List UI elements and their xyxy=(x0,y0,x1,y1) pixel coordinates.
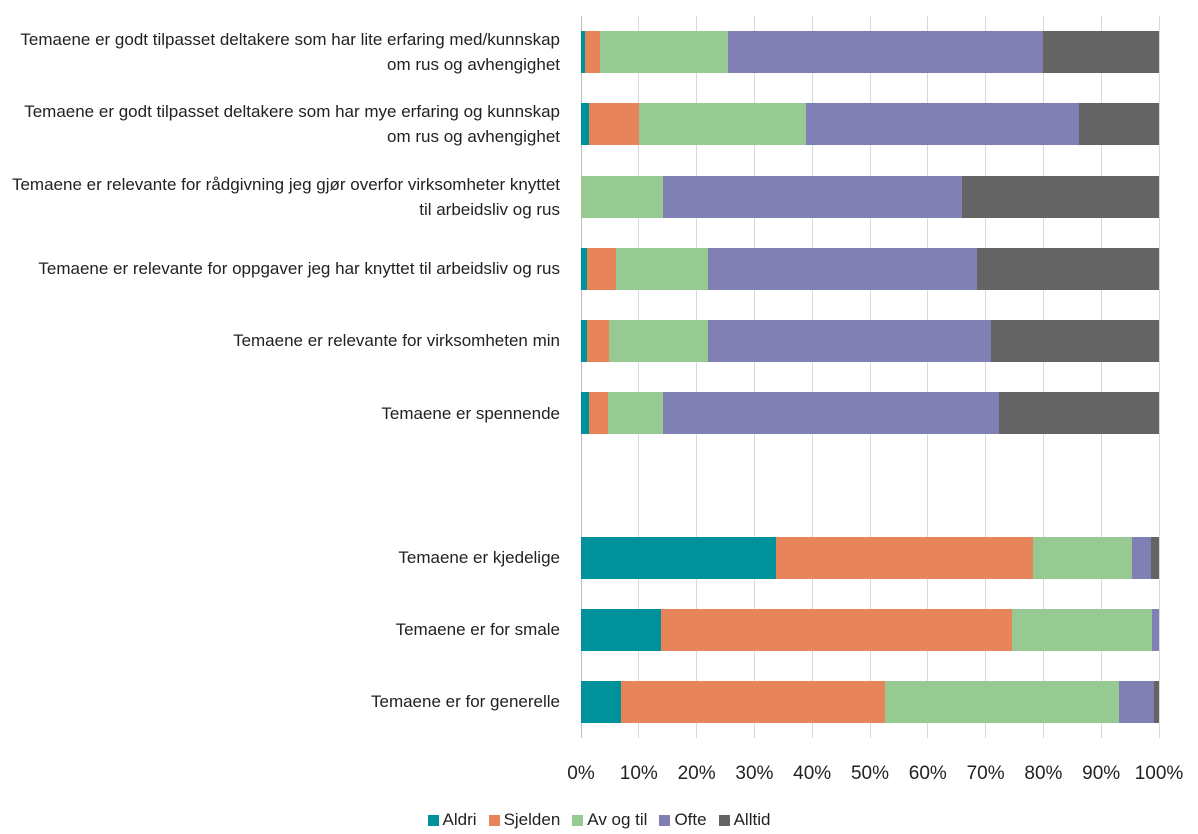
bar-segment xyxy=(581,392,590,435)
x-tick-label: 80% xyxy=(1024,763,1063,784)
bar-segment xyxy=(1119,680,1154,723)
bar-segment xyxy=(1032,536,1132,579)
x-tick-label: 60% xyxy=(908,763,947,784)
bar-segment xyxy=(991,319,1159,362)
grid-line xyxy=(753,16,755,738)
legend-swatch xyxy=(427,814,439,826)
bar-segment xyxy=(581,608,661,651)
bar-segment xyxy=(589,103,639,146)
y-tick-label: Temaene er kjedelige xyxy=(398,548,560,567)
bar-segment xyxy=(885,680,1120,723)
bar-segment xyxy=(589,392,609,435)
y-tick-label: Temaene er for smale xyxy=(395,620,560,640)
legend-label: Alltid xyxy=(733,810,771,829)
legend-item: Sjelden xyxy=(488,810,561,830)
grid-line xyxy=(1158,16,1160,738)
legend-label: Av og til xyxy=(587,810,648,829)
grid-line xyxy=(811,16,813,738)
grid-line xyxy=(927,16,929,738)
bar-segment xyxy=(976,247,1159,290)
legend-swatch xyxy=(572,814,584,826)
legend-swatch xyxy=(659,814,671,826)
bar-segment xyxy=(638,103,806,146)
bar-segment xyxy=(663,175,962,218)
bar-segment xyxy=(1153,680,1159,723)
bar-segment xyxy=(708,247,977,290)
grid-line xyxy=(985,16,987,738)
bar-segment xyxy=(581,247,587,290)
bar-segment xyxy=(775,536,1033,579)
bar-segment xyxy=(585,31,601,74)
legend: Aldri Sjelden Av og til Ofte Alltid xyxy=(0,810,1198,830)
x-tick-label: 20% xyxy=(677,763,716,784)
bar-segment xyxy=(1152,608,1159,651)
bar-segment xyxy=(663,392,999,435)
x-tick-label: 100% xyxy=(1134,763,1184,784)
x-tick-label: 50% xyxy=(850,763,890,784)
grid-line xyxy=(869,16,871,738)
bar-segment xyxy=(581,175,664,218)
x-tick-label: 0% xyxy=(567,763,595,784)
grid-line xyxy=(1042,16,1044,738)
grid-line xyxy=(696,16,698,738)
bar-segment xyxy=(608,392,664,435)
legend-label: Sjelden xyxy=(503,810,561,829)
y-tick-label: Temaene er for generelle xyxy=(370,692,560,712)
bar-segment xyxy=(961,175,1159,218)
bar-segment xyxy=(609,319,709,362)
bar-segment xyxy=(586,247,616,290)
y-tick-label: Temaene er relevante for virksomheten mi… xyxy=(233,331,560,351)
legend-label: Aldri xyxy=(442,810,477,829)
legend-item: Av og til xyxy=(572,810,647,830)
legend-item: Ofte xyxy=(659,810,707,830)
bar-segment xyxy=(1043,31,1159,74)
legend-swatch xyxy=(718,814,730,826)
y-tick-label: Temaene er godt tilpasset deltakere som … xyxy=(20,30,560,75)
bar-segment xyxy=(708,319,992,362)
bar-segment xyxy=(805,103,1080,146)
bar-segment xyxy=(1079,103,1159,146)
y-tick-label: Temaene er spennende xyxy=(381,403,560,423)
bar-segment xyxy=(600,31,728,74)
x-tick-label: 70% xyxy=(966,763,1005,784)
x-tick-label: 30% xyxy=(735,763,774,784)
legend-label: Ofte xyxy=(674,810,707,829)
bar-segment xyxy=(581,319,587,362)
legend-item: Aldri xyxy=(427,810,477,830)
bar-segment xyxy=(620,680,886,723)
x-tick-label: 10% xyxy=(619,763,658,784)
bar-segment xyxy=(615,247,709,290)
bar-segment xyxy=(581,680,621,723)
bar-segment xyxy=(727,31,1044,74)
bar-segment xyxy=(581,103,590,146)
legend-swatch xyxy=(488,814,500,826)
grid-line xyxy=(638,16,640,738)
bar-segment xyxy=(581,536,776,579)
bar-segment xyxy=(581,31,586,74)
bar-segment xyxy=(660,608,1013,651)
grid-line xyxy=(1100,16,1102,738)
grid-line xyxy=(580,16,582,738)
y-tick-label: Temaene er relevante for rådgivning jeg … xyxy=(11,174,560,219)
bar-segment xyxy=(998,392,1159,435)
bar-segment xyxy=(1150,536,1159,579)
y-tick-label: Temaene er godt tilpasset deltakere som … xyxy=(24,102,560,147)
x-tick-label: 40% xyxy=(793,763,832,784)
legend-item: Alltid xyxy=(718,810,771,830)
x-tick-label: 90% xyxy=(1082,763,1121,784)
y-tick-label: Temaene er relevante for oppgaver jeg ha… xyxy=(38,259,560,279)
bar-segment xyxy=(586,319,610,362)
bar-segment xyxy=(1131,536,1151,579)
bar-segment xyxy=(1012,608,1153,651)
